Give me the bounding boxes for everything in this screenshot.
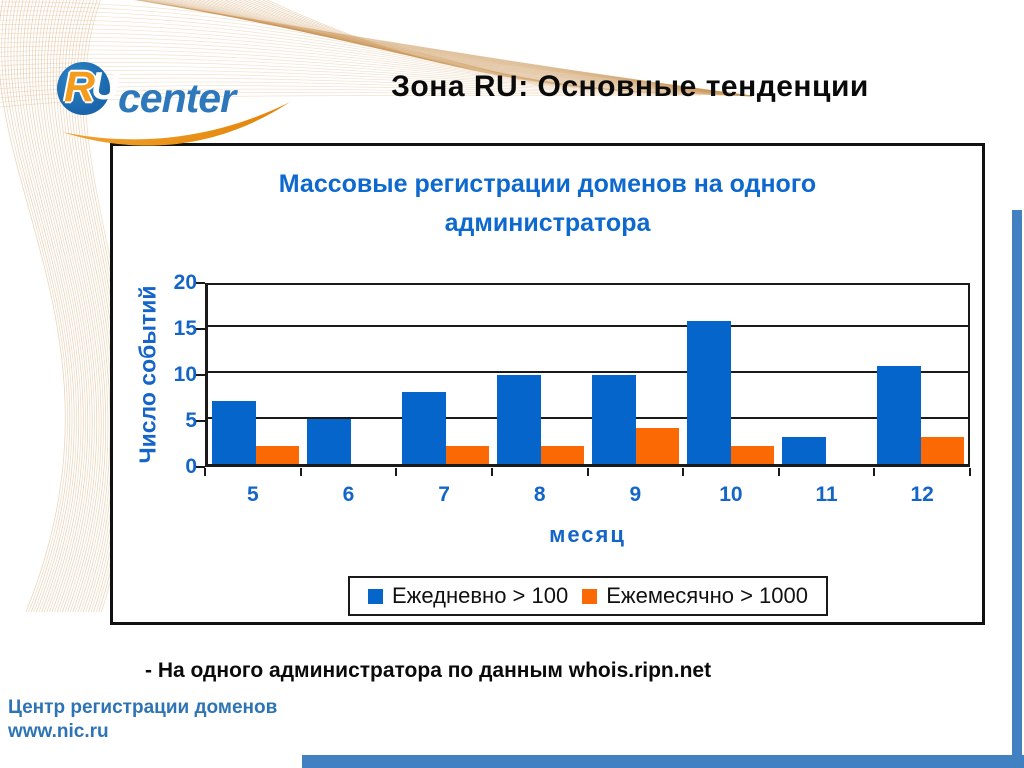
legend-swatch-icon — [582, 588, 598, 604]
y-tick-mark — [196, 282, 205, 284]
x-tick-mark — [204, 468, 206, 476]
category-9 — [588, 285, 683, 464]
footnote: - На одного администратора по данным who… — [145, 659, 712, 682]
y-tick-mark — [196, 328, 205, 330]
x-tick-label: 10 — [719, 483, 743, 506]
bar-s0-month-9 — [592, 374, 636, 464]
bar-s1-month-9 — [635, 428, 679, 464]
y-tick-label: 10 — [173, 363, 197, 386]
category-12 — [873, 285, 968, 464]
legend-item-0: Ежедневно > 100 — [368, 583, 568, 609]
chart-legend: Ежедневно > 100 Ежемесячно > 1000 — [348, 576, 828, 616]
x-tick-mark — [873, 468, 876, 476]
x-tick-mark — [490, 468, 493, 476]
logo-letter-r: R — [64, 63, 96, 111]
y-tick-label: 0 — [185, 455, 197, 478]
y-tick-mark — [196, 466, 205, 468]
plot-area — [205, 283, 970, 467]
category-7 — [398, 285, 493, 464]
category-10 — [683, 285, 778, 464]
x-tick-mark — [586, 468, 589, 476]
grid-line — [208, 325, 968, 327]
x-tick-label: 12 — [910, 483, 934, 506]
bar-group — [592, 285, 679, 464]
logo-wordmark: center — [118, 75, 236, 121]
x-tick-label: 5 — [246, 483, 259, 506]
x-tick-label: 8 — [533, 483, 546, 506]
legend-label: Ежедневно > 100 — [392, 583, 569, 608]
logo-swoosh-icon — [62, 102, 290, 146]
bar-group — [877, 285, 964, 464]
slide-title: Зона RU: Основные тенденции — [391, 70, 869, 103]
y-tick-label: 15 — [173, 317, 197, 340]
bar-s0-month-7 — [402, 392, 446, 464]
x-tick-label: 7 — [438, 483, 450, 506]
bar-group — [307, 285, 393, 464]
bar-s0-month-6 — [307, 419, 351, 464]
decorative-vertical-bar — [1012, 210, 1022, 768]
x-tick-mark — [299, 468, 302, 476]
bar-s1-month-12 — [920, 437, 964, 464]
bar-group — [687, 285, 774, 464]
bar-s0-month-10 — [687, 320, 731, 464]
category-6 — [303, 285, 398, 464]
legend-label: Ежемесячно > 1000 — [606, 583, 808, 608]
footer-url: www.nic.ru — [8, 721, 109, 742]
legend-swatch-icon — [368, 588, 383, 604]
bar-s0-month-12 — [877, 365, 921, 464]
y-tick-mark — [196, 374, 205, 376]
bar-group — [497, 285, 584, 464]
x-tick-mark — [395, 468, 398, 476]
bar-group — [402, 285, 489, 464]
logo-circle — [57, 62, 110, 115]
bar-group — [212, 285, 299, 464]
x-tick-mark — [969, 468, 971, 476]
bar-s1-month-10 — [730, 446, 774, 464]
rucenter-logo: R U center — [40, 52, 310, 152]
x-tick-label: 6 — [342, 483, 355, 506]
category-8 — [493, 285, 588, 464]
chart-title: Массовые регистрации доменов на одного а… — [278, 170, 817, 237]
y-tick-label: 5 — [185, 409, 197, 432]
bar-s1-month-7 — [445, 446, 489, 464]
footer-org: Центр регистрации доменов — [8, 697, 278, 718]
bar-s1-month-5 — [255, 446, 299, 464]
bar-group — [782, 285, 868, 464]
decorative-horizontal-bar — [302, 755, 1024, 768]
bar-s0-month-8 — [497, 374, 541, 464]
y-tick-label: 20 — [173, 271, 197, 294]
chart-container: Массовые регистрации доменов на одного а… — [110, 143, 985, 625]
grid-line — [208, 371, 968, 373]
legend-item-1: Ежемесячно > 1000 — [582, 583, 808, 609]
x-tick-mark — [777, 468, 780, 476]
footer: Центр регистрации доменов www.nic.ru — [8, 696, 277, 744]
bar-s1-month-8 — [540, 446, 584, 464]
bar-s0-month-5 — [212, 401, 256, 464]
bar-s0-month-11 — [782, 437, 826, 464]
category-5 — [208, 285, 303, 464]
y-tick-mark — [196, 420, 205, 422]
x-axis-labels: 5 6 7 8 9 10 11 12 — [205, 483, 970, 507]
grid-line — [208, 417, 968, 419]
x-tick-label: 11 — [815, 483, 838, 506]
x-tick-label: 9 — [629, 483, 642, 506]
logo-letter-u: U — [91, 65, 120, 108]
x-tick-mark — [682, 468, 685, 476]
x-axis-title: месяц — [549, 522, 626, 547]
category-11 — [778, 285, 873, 464]
